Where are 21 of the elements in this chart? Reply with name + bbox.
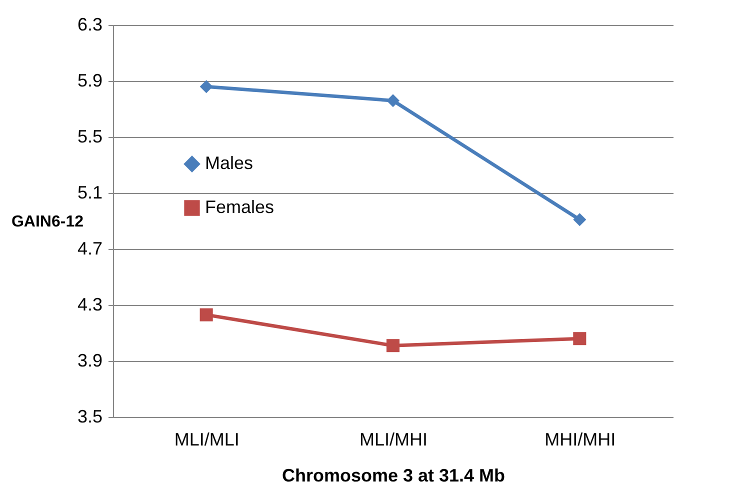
x-tick-label: MLI/MLI (174, 430, 240, 450)
legend-label: Males (205, 153, 254, 173)
y-tick-label: 3.5 (77, 406, 102, 426)
point (573, 213, 586, 226)
x-tick-label: MLI/MHI (359, 430, 428, 450)
x-tick-label: MHI/MHI (544, 430, 616, 450)
point (200, 308, 213, 322)
y-tick-label: 3.9 (77, 350, 102, 370)
y-tick-label: 4.3 (77, 294, 102, 314)
point (386, 339, 400, 352)
point (386, 94, 400, 108)
y-tick-label: 6.3 (77, 14, 102, 34)
point (200, 80, 213, 94)
x-axis-title: Chromosome 3 at 31.4 Mb (282, 466, 506, 486)
y-tick-label: 5.5 (77, 126, 102, 146)
point (573, 332, 586, 346)
legend-label: Females (205, 197, 274, 217)
y-tick-label: 4.7 (77, 238, 102, 258)
y-tick-label: 5.1 (77, 182, 102, 202)
y-tick-label: 5.9 (77, 70, 102, 90)
y-axis-title: GAIN6-12 (11, 214, 84, 230)
